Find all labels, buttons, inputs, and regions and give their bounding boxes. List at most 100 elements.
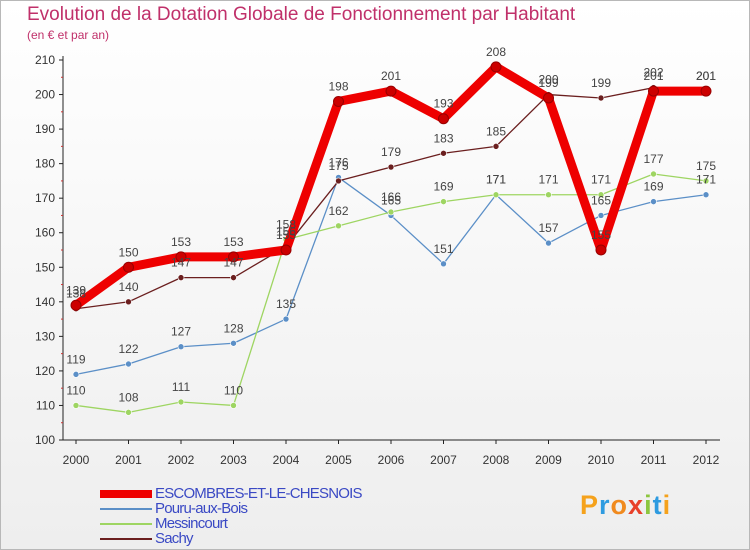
y-tick-label: 180 xyxy=(35,157,55,171)
data-point xyxy=(177,343,185,351)
data-label: 201 xyxy=(696,69,716,83)
data-label: 193 xyxy=(433,97,453,111)
legend-swatch xyxy=(100,537,152,540)
x-tick-label: 2009 xyxy=(535,453,562,467)
data-label: 202 xyxy=(643,66,663,80)
data-label: 153 xyxy=(223,235,243,249)
legend-swatch xyxy=(100,522,152,525)
logo-char: P xyxy=(580,490,600,520)
data-label: 169 xyxy=(643,180,663,194)
data-label: 110 xyxy=(224,383,243,397)
legend-item-pouru[interactable]: Pouru-aux-Bois xyxy=(100,501,362,516)
data-label: 176 xyxy=(328,155,348,169)
data-label: 171 xyxy=(486,173,506,187)
data-point xyxy=(702,191,710,199)
x-tick-label: 2005 xyxy=(325,453,352,467)
x-tick-label: 2003 xyxy=(220,453,247,467)
data-label: 119 xyxy=(66,352,85,366)
data-label: 140 xyxy=(118,280,138,294)
y-tick-label: 150 xyxy=(35,260,55,274)
legend-item-messincourt[interactable]: Messincourt xyxy=(100,516,362,531)
data-point xyxy=(230,402,237,409)
legend-swatch xyxy=(100,489,152,498)
x-tick-label: 2000 xyxy=(63,453,90,467)
data-label: 201 xyxy=(696,69,716,83)
y-tick-label: 200 xyxy=(35,88,55,102)
logo-char: x xyxy=(628,490,645,520)
x-tick-label: 2012 xyxy=(693,453,720,467)
legend-label: Sachy xyxy=(155,530,193,547)
data-point xyxy=(595,244,607,256)
logo-char: i xyxy=(662,490,672,520)
data-label: 165 xyxy=(381,193,401,207)
data-point xyxy=(387,163,395,171)
data-point xyxy=(280,244,292,256)
y-tick-label: 210 xyxy=(35,53,55,67)
y-tick-label: 100 xyxy=(35,433,55,447)
data-label: 165 xyxy=(591,193,611,207)
data-label: 185 xyxy=(486,124,506,138)
logo-char: o xyxy=(610,490,629,520)
data-label: 179 xyxy=(381,145,401,159)
data-label: 157 xyxy=(538,221,558,235)
data-point xyxy=(650,198,657,205)
data-label: 151 xyxy=(433,242,453,256)
data-label: 175 xyxy=(696,159,716,173)
data-point xyxy=(230,274,237,281)
data-label: 147 xyxy=(171,256,191,270)
x-tick-label: 2008 xyxy=(483,453,510,467)
y-tick-label: 130 xyxy=(35,329,55,343)
data-point xyxy=(543,92,554,104)
data-label: 108 xyxy=(118,390,138,404)
data-label: 138 xyxy=(66,287,86,301)
data-label: 199 xyxy=(538,76,558,90)
data-label: 139 xyxy=(66,283,86,297)
data-label: 201 xyxy=(381,69,401,83)
x-tick-label: 2001 xyxy=(115,453,142,467)
data-label: 128 xyxy=(223,321,243,335)
data-label: 201 xyxy=(643,69,663,83)
x-tick-label: 2007 xyxy=(430,453,457,467)
legend-label: Messincourt xyxy=(155,515,228,532)
logo-char: i xyxy=(644,490,653,520)
data-point xyxy=(597,191,605,199)
data-point xyxy=(650,170,657,178)
data-label: 169 xyxy=(433,180,453,194)
data-label: 198 xyxy=(328,79,348,93)
data-label: 162 xyxy=(328,204,348,218)
data-point xyxy=(387,208,395,216)
legend-item-sachy[interactable]: Sachy xyxy=(100,531,362,546)
chart-title: Evolution de la Dotation Globale de Fonc… xyxy=(27,4,576,25)
data-point xyxy=(490,61,502,73)
x-tick-label: 2011 xyxy=(641,453,667,467)
data-label: 153 xyxy=(171,235,191,249)
data-point xyxy=(333,95,344,107)
y-tick-label: 160 xyxy=(35,226,55,240)
legend: ESCOMBRES-ET-LE-CHESNOIS Pouru-aux-Bois … xyxy=(100,486,362,546)
data-point xyxy=(70,299,82,311)
data-label: 171 xyxy=(591,173,611,187)
data-point xyxy=(177,398,185,406)
data-label: 208 xyxy=(486,45,506,59)
data-label: 122 xyxy=(118,342,138,356)
data-point xyxy=(125,409,132,416)
data-point xyxy=(125,298,132,306)
data-point xyxy=(335,222,342,230)
legend-swatch xyxy=(100,507,152,510)
data-point xyxy=(230,339,237,347)
data-point xyxy=(648,85,659,97)
data-label: 171 xyxy=(538,173,558,187)
data-point xyxy=(175,251,187,263)
y-tick-label: 120 xyxy=(35,364,55,378)
y-tick-label: 190 xyxy=(35,122,55,136)
data-point xyxy=(72,371,80,378)
data-point xyxy=(492,191,500,199)
data-label: 158 xyxy=(276,218,296,232)
chart-subtitle: (en € et par an) xyxy=(27,28,110,42)
legend-item-escombres[interactable]: ESCOMBRES-ET-LE-CHESNOIS xyxy=(100,486,362,501)
data-point xyxy=(438,113,449,125)
data-point xyxy=(597,94,605,102)
data-label: 155 xyxy=(276,228,296,242)
data-label: 156 xyxy=(276,225,296,239)
